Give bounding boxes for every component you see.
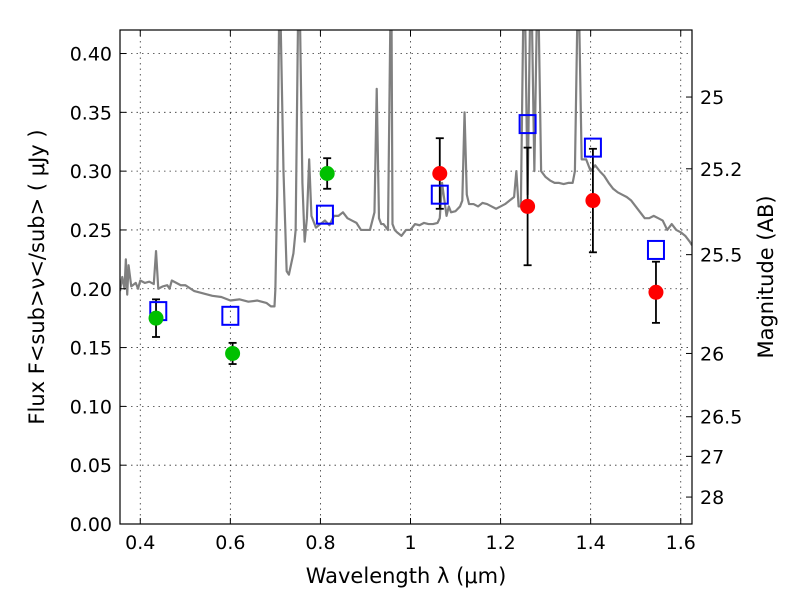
model-photometry-square — [646, 239, 665, 260]
observed-point — [432, 165, 448, 181]
y-tick-label: 0.15 — [70, 338, 112, 360]
y-tick-label: 0.00 — [70, 514, 112, 536]
y-axis-ticks: 0.00 0.05 0.10 0.15 0.20 0.25 0.30 0.35 0.40 — [70, 44, 126, 536]
observed-point — [225, 345, 241, 361]
observed-point — [648, 284, 664, 300]
model-photometry-square — [583, 137, 602, 158]
right-tick-label: 27 — [700, 446, 724, 468]
model-photometry-square — [430, 184, 449, 205]
model-spectrum-layer — [120, 30, 692, 308]
y-axis-label: Flux F<sub>ν</sub> ( μJy ) — [25, 129, 49, 424]
y-tick-label: 0.25 — [70, 220, 112, 242]
x-tick-label: 1.2 — [485, 532, 515, 554]
x-tick-label: 1.6 — [666, 532, 696, 554]
y-tick-label: 0.35 — [70, 102, 112, 124]
model-photometry-square — [315, 204, 334, 225]
data-points-layer — [148, 114, 665, 365]
y-tick-label: 0.30 — [70, 161, 112, 183]
x-tick-label: 1.4 — [576, 532, 606, 554]
grid-lines — [120, 30, 692, 525]
y-tick-label: 0.05 — [70, 455, 112, 477]
x-tick-label: 0.4 — [125, 532, 155, 554]
right-tick-label: 26 — [700, 343, 724, 365]
y-tick-label: 0.20 — [70, 279, 112, 301]
x-axis-ticks: 0.4 0.6 0.8 1 1.2 1.4 1.6 — [125, 30, 696, 554]
observed-point — [148, 310, 164, 326]
right-axis-ticks: 25 25.2 25.5 26 26.5 27 28 — [686, 87, 742, 509]
right-tick-label: 26.5 — [700, 407, 742, 429]
observed-point — [319, 165, 335, 181]
right-tick-label: 25.5 — [700, 245, 742, 267]
x-tick-label: 1 — [404, 532, 416, 554]
right-tick-label: 28 — [700, 487, 724, 509]
observed-point — [585, 193, 601, 209]
model-photometry-square — [221, 305, 240, 326]
observed-point — [520, 198, 536, 214]
y-tick-label: 0.10 — [70, 396, 112, 418]
right-tick-label: 25.2 — [700, 159, 742, 181]
model-photometry-square — [518, 114, 537, 135]
plot-frame — [119, 29, 693, 525]
x-axis-label: Wavelength λ (μm) — [306, 564, 507, 588]
model-spectrum-line — [120, 30, 692, 308]
x-tick-label: 0.6 — [215, 532, 245, 554]
x-tick-label: 0.8 — [305, 532, 335, 554]
y-tick-label: 0.40 — [70, 44, 112, 66]
right-axis-label: Magnitude (AB) — [754, 195, 778, 358]
right-tick-label: 25 — [700, 87, 724, 109]
